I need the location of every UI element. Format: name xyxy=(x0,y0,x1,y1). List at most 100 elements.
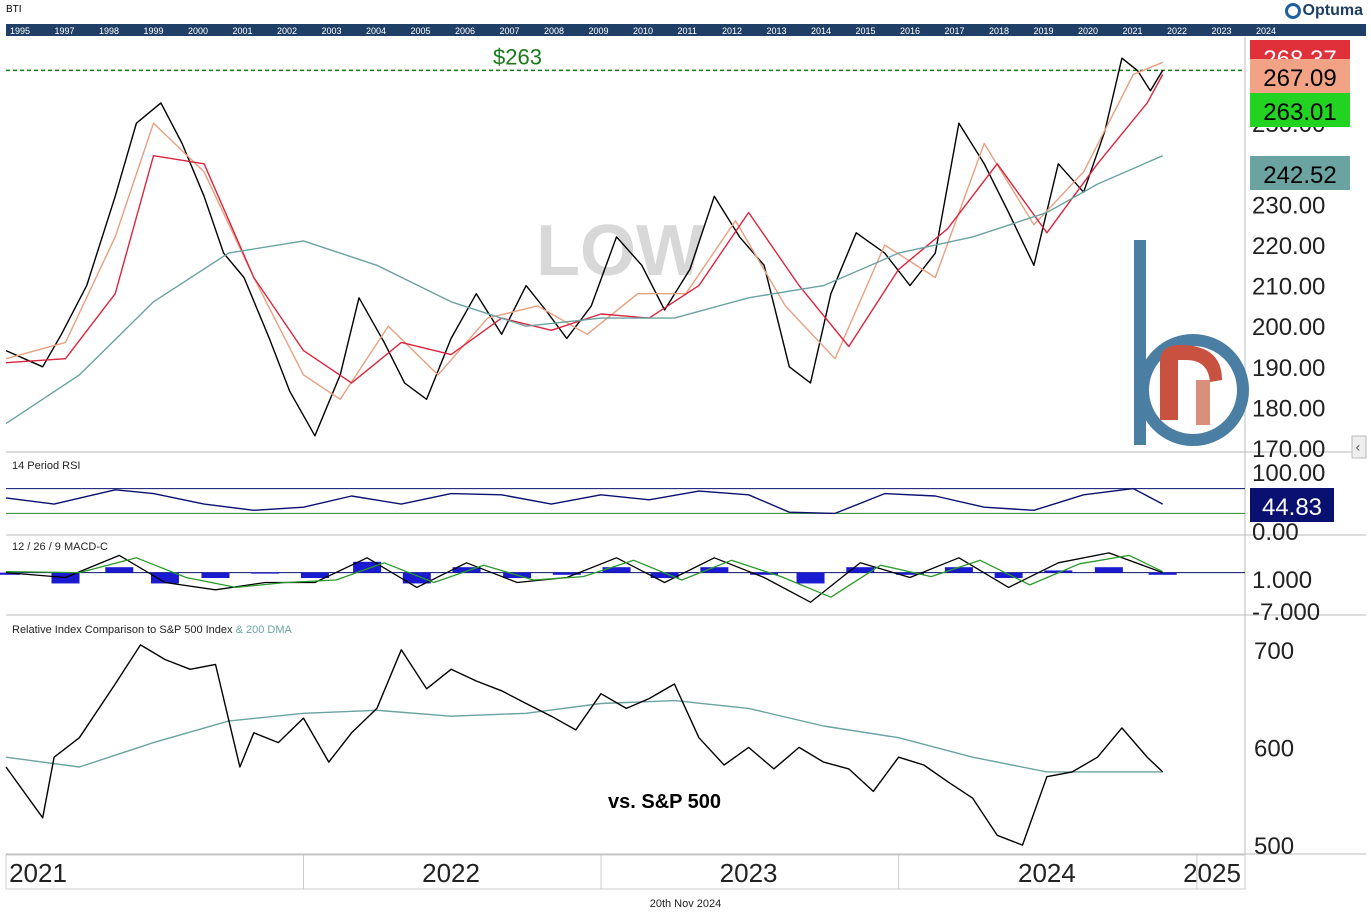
overview-year-label: 2008 xyxy=(544,26,564,36)
overview-year-label: 2007 xyxy=(500,26,520,36)
series-rsi xyxy=(5,487,1164,515)
price-tick-label: 230.00 xyxy=(1252,192,1325,219)
macd-histogram-bar xyxy=(0,572,20,575)
macd-histogram-bar xyxy=(251,572,280,574)
overview-year-label: 2014 xyxy=(811,26,831,36)
relative-tick-label: 600 xyxy=(1254,735,1294,762)
series-fast-ma xyxy=(5,61,1163,400)
optuma-logo-icon xyxy=(1284,3,1301,19)
macd-histogram-bar xyxy=(750,572,779,575)
macd-histogram-bar xyxy=(300,572,329,579)
series-macd-signal xyxy=(5,554,1163,598)
macd-histogram-bar xyxy=(201,572,230,579)
overview-year-label: 2021 xyxy=(1123,26,1143,36)
price-tick-label: 220.00 xyxy=(1252,233,1325,260)
year-label: 2021 xyxy=(9,858,67,888)
series-price xyxy=(5,57,1164,437)
overview-year-label: 1995 xyxy=(10,26,30,36)
bp-logo-icon xyxy=(1134,240,1249,446)
relative-title: Relative Index Comparison to S&P 500 Ind… xyxy=(12,624,293,636)
year-label: 2022 xyxy=(422,858,480,888)
price-tick-label: 190.00 xyxy=(1252,355,1325,382)
watermark-text: LOW xyxy=(536,211,704,291)
macd-histogram-bar xyxy=(700,567,729,573)
series-relative-dma xyxy=(5,699,1163,773)
resistance-label: $263 xyxy=(493,44,542,69)
price-tick-label: 210.00 xyxy=(1252,274,1325,301)
macd-histogram-bar xyxy=(650,572,679,579)
rsi-value-box xyxy=(1250,488,1334,522)
price-label-box xyxy=(1250,93,1350,127)
overview-year-label: 2023 xyxy=(1212,26,1232,36)
overview-year-label: 2000 xyxy=(188,26,208,36)
macd-histogram-bar xyxy=(402,572,431,584)
chart-date: 20th Nov 2024 xyxy=(649,898,722,910)
macd-histogram-bar xyxy=(452,567,481,573)
overview-year-label: 2022 xyxy=(1167,26,1187,36)
rsi-value-text: 44.83 xyxy=(1262,494,1322,521)
series-macd xyxy=(5,552,1163,603)
price-tick-label: 170.00 xyxy=(1252,436,1325,463)
rsi-title: 14 Period RSI xyxy=(12,460,80,472)
price-tick-label: 180.00 xyxy=(1252,395,1325,422)
macd-histogram-bar xyxy=(796,572,825,584)
collapse-handle xyxy=(1351,435,1367,459)
macd-histogram-bar xyxy=(1148,572,1177,575)
chevron-left-icon: ‹ xyxy=(1355,440,1361,456)
year-label: 2025 xyxy=(1183,858,1241,888)
overview-year-label: 2015 xyxy=(856,26,876,36)
overview-year-label: 1998 xyxy=(99,26,119,36)
year-label: 2024 xyxy=(1018,858,1076,888)
macd-tick-label: 1.000 xyxy=(1252,567,1312,594)
overview-year-label: 2016 xyxy=(900,26,920,36)
ticker-label: BTI xyxy=(6,4,22,15)
series-mid-ma xyxy=(5,74,1164,384)
macd-histogram-bar xyxy=(994,572,1023,579)
overview-year-label: 2003 xyxy=(322,26,342,36)
series-relative xyxy=(5,644,1164,846)
overview-year-label: 2018 xyxy=(989,26,1009,36)
overview-year-label: 2010 xyxy=(633,26,653,36)
price-label-text: 263.01 xyxy=(1263,99,1336,126)
price-tick-label: 200.00 xyxy=(1252,314,1325,341)
macd-histogram-bar xyxy=(846,567,875,573)
overview-year-label: 2013 xyxy=(767,26,787,36)
price-label-text: 267.09 xyxy=(1263,65,1336,92)
bp-logo-ring xyxy=(1137,334,1249,446)
overview-year-label: 2009 xyxy=(589,26,609,36)
overview-year-label: 2019 xyxy=(1034,26,1054,36)
price-label-box xyxy=(1250,59,1350,93)
overview-year-label: 1997 xyxy=(55,26,75,36)
relative-tick-label: 500 xyxy=(1254,833,1294,860)
macd-title: 12 / 26 / 9 MACD-C xyxy=(12,541,108,553)
year-label: 2023 xyxy=(720,858,778,888)
overview-year-label: 2011 xyxy=(678,26,697,36)
macd-histogram-bar xyxy=(353,561,382,573)
macd-histogram-bar xyxy=(552,572,581,575)
overview-year-label: 2020 xyxy=(1078,26,1098,36)
overview-year-label: 2005 xyxy=(411,26,431,36)
overview-year-label: 2001 xyxy=(233,26,253,36)
relative-title-suffix: & 200 DMA xyxy=(236,624,293,636)
macd-histogram-bar xyxy=(1094,567,1123,573)
macd-tick-label: -7.000 xyxy=(1252,599,1320,626)
macd-histogram-bar xyxy=(1044,570,1073,573)
bp-logo-stem xyxy=(1196,380,1210,425)
macd-histogram-bar xyxy=(150,572,179,584)
overview-year-label: 2017 xyxy=(945,26,965,36)
macd-histogram-bar xyxy=(602,567,631,573)
relative-annotation: vs. S&P 500 xyxy=(608,791,721,813)
year-axis xyxy=(5,854,1246,890)
bp-logo-mark xyxy=(1160,345,1222,420)
optuma-brand: Optuma xyxy=(1284,2,1363,20)
brand-name: Optuma xyxy=(1302,2,1363,19)
overview-strip xyxy=(6,24,1366,36)
price-label-box xyxy=(1250,156,1350,190)
rsi-tick-label: 0.00 xyxy=(1252,519,1299,546)
overview-year-label: 1999 xyxy=(144,26,164,36)
macd-histogram-bar xyxy=(895,572,924,575)
overview-year-label: 2012 xyxy=(722,26,742,36)
relative-tick-label: 700 xyxy=(1254,638,1294,665)
price-label-text: 242.52 xyxy=(1263,162,1336,189)
